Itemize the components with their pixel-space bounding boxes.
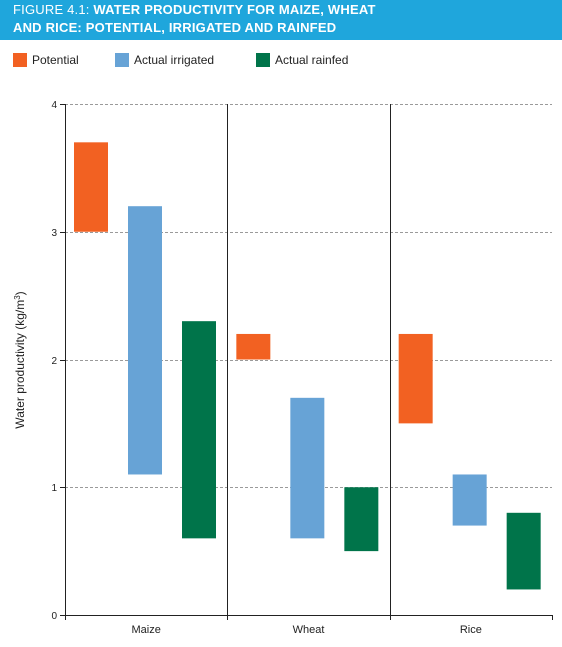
chart-legend: Potential Actual irrigated Actual rainfe…	[0, 52, 562, 72]
y-tick-label-0: 0	[51, 611, 57, 622]
legend-label-actual-irrigated: Actual irrigated	[134, 53, 215, 67]
figure-number: FIGURE 4.1:	[13, 2, 90, 17]
legend-item-potential: Potential	[13, 52, 79, 68]
legend-swatch-actual-irrigated	[115, 53, 129, 67]
bar-wheat-actual-rainfed	[344, 487, 379, 552]
bar-wheat-potential	[236, 333, 271, 360]
bar-rice-actual-irrigated	[452, 474, 487, 526]
y-axis-label: Water productivity (kg/m3)	[13, 291, 28, 428]
legend-swatch-potential	[13, 53, 27, 67]
bars-layer	[74, 142, 541, 590]
figure-title-text-2: AND RICE: POTENTIAL, IRRIGATED AND RAINF…	[13, 20, 337, 35]
figure-title-line-1: FIGURE 4.1: WATER PRODUCTIVITY FOR MAIZE…	[13, 2, 376, 17]
bar-rice-potential	[398, 333, 433, 424]
bar-rice-actual-rainfed	[506, 512, 541, 590]
axes-layer: 0 1 2 3 4 Maize Wheat Rice	[51, 100, 553, 636]
x-category-label-rice: Rice	[460, 624, 482, 636]
bar-wheat-actual-irrigated	[290, 397, 325, 539]
legend-label-actual-rainfed: Actual rainfed	[275, 53, 349, 67]
bar-maize-actual-rainfed	[182, 321, 216, 539]
x-category-label-wheat: Wheat	[293, 624, 325, 636]
y-tick-label-2: 2	[51, 356, 57, 367]
legend-item-actual-irrigated: Actual irrigated	[115, 52, 214, 68]
figure-title-line-2: AND RICE: POTENTIAL, IRRIGATED AND RAINF…	[13, 20, 336, 35]
legend-swatch-actual-rainfed	[256, 53, 270, 67]
legend-item-actual-rainfed: Actual rainfed	[256, 52, 348, 68]
x-category-label-maize: Maize	[131, 624, 160, 636]
figure-title-text-1: WATER PRODUCTIVITY FOR MAIZE, WHEAT	[93, 2, 376, 17]
bar-maize-potential	[74, 142, 108, 232]
bar-maize-actual-irrigated	[128, 206, 162, 475]
legend-label-potential: Potential	[32, 53, 79, 67]
figure-title-banner: FIGURE 4.1: WATER PRODUCTIVITY FOR MAIZE…	[0, 0, 562, 40]
y-tick-label-3: 3	[51, 228, 57, 239]
y-tick-label-4: 4	[51, 100, 57, 111]
y-tick-label-1: 1	[51, 483, 57, 494]
